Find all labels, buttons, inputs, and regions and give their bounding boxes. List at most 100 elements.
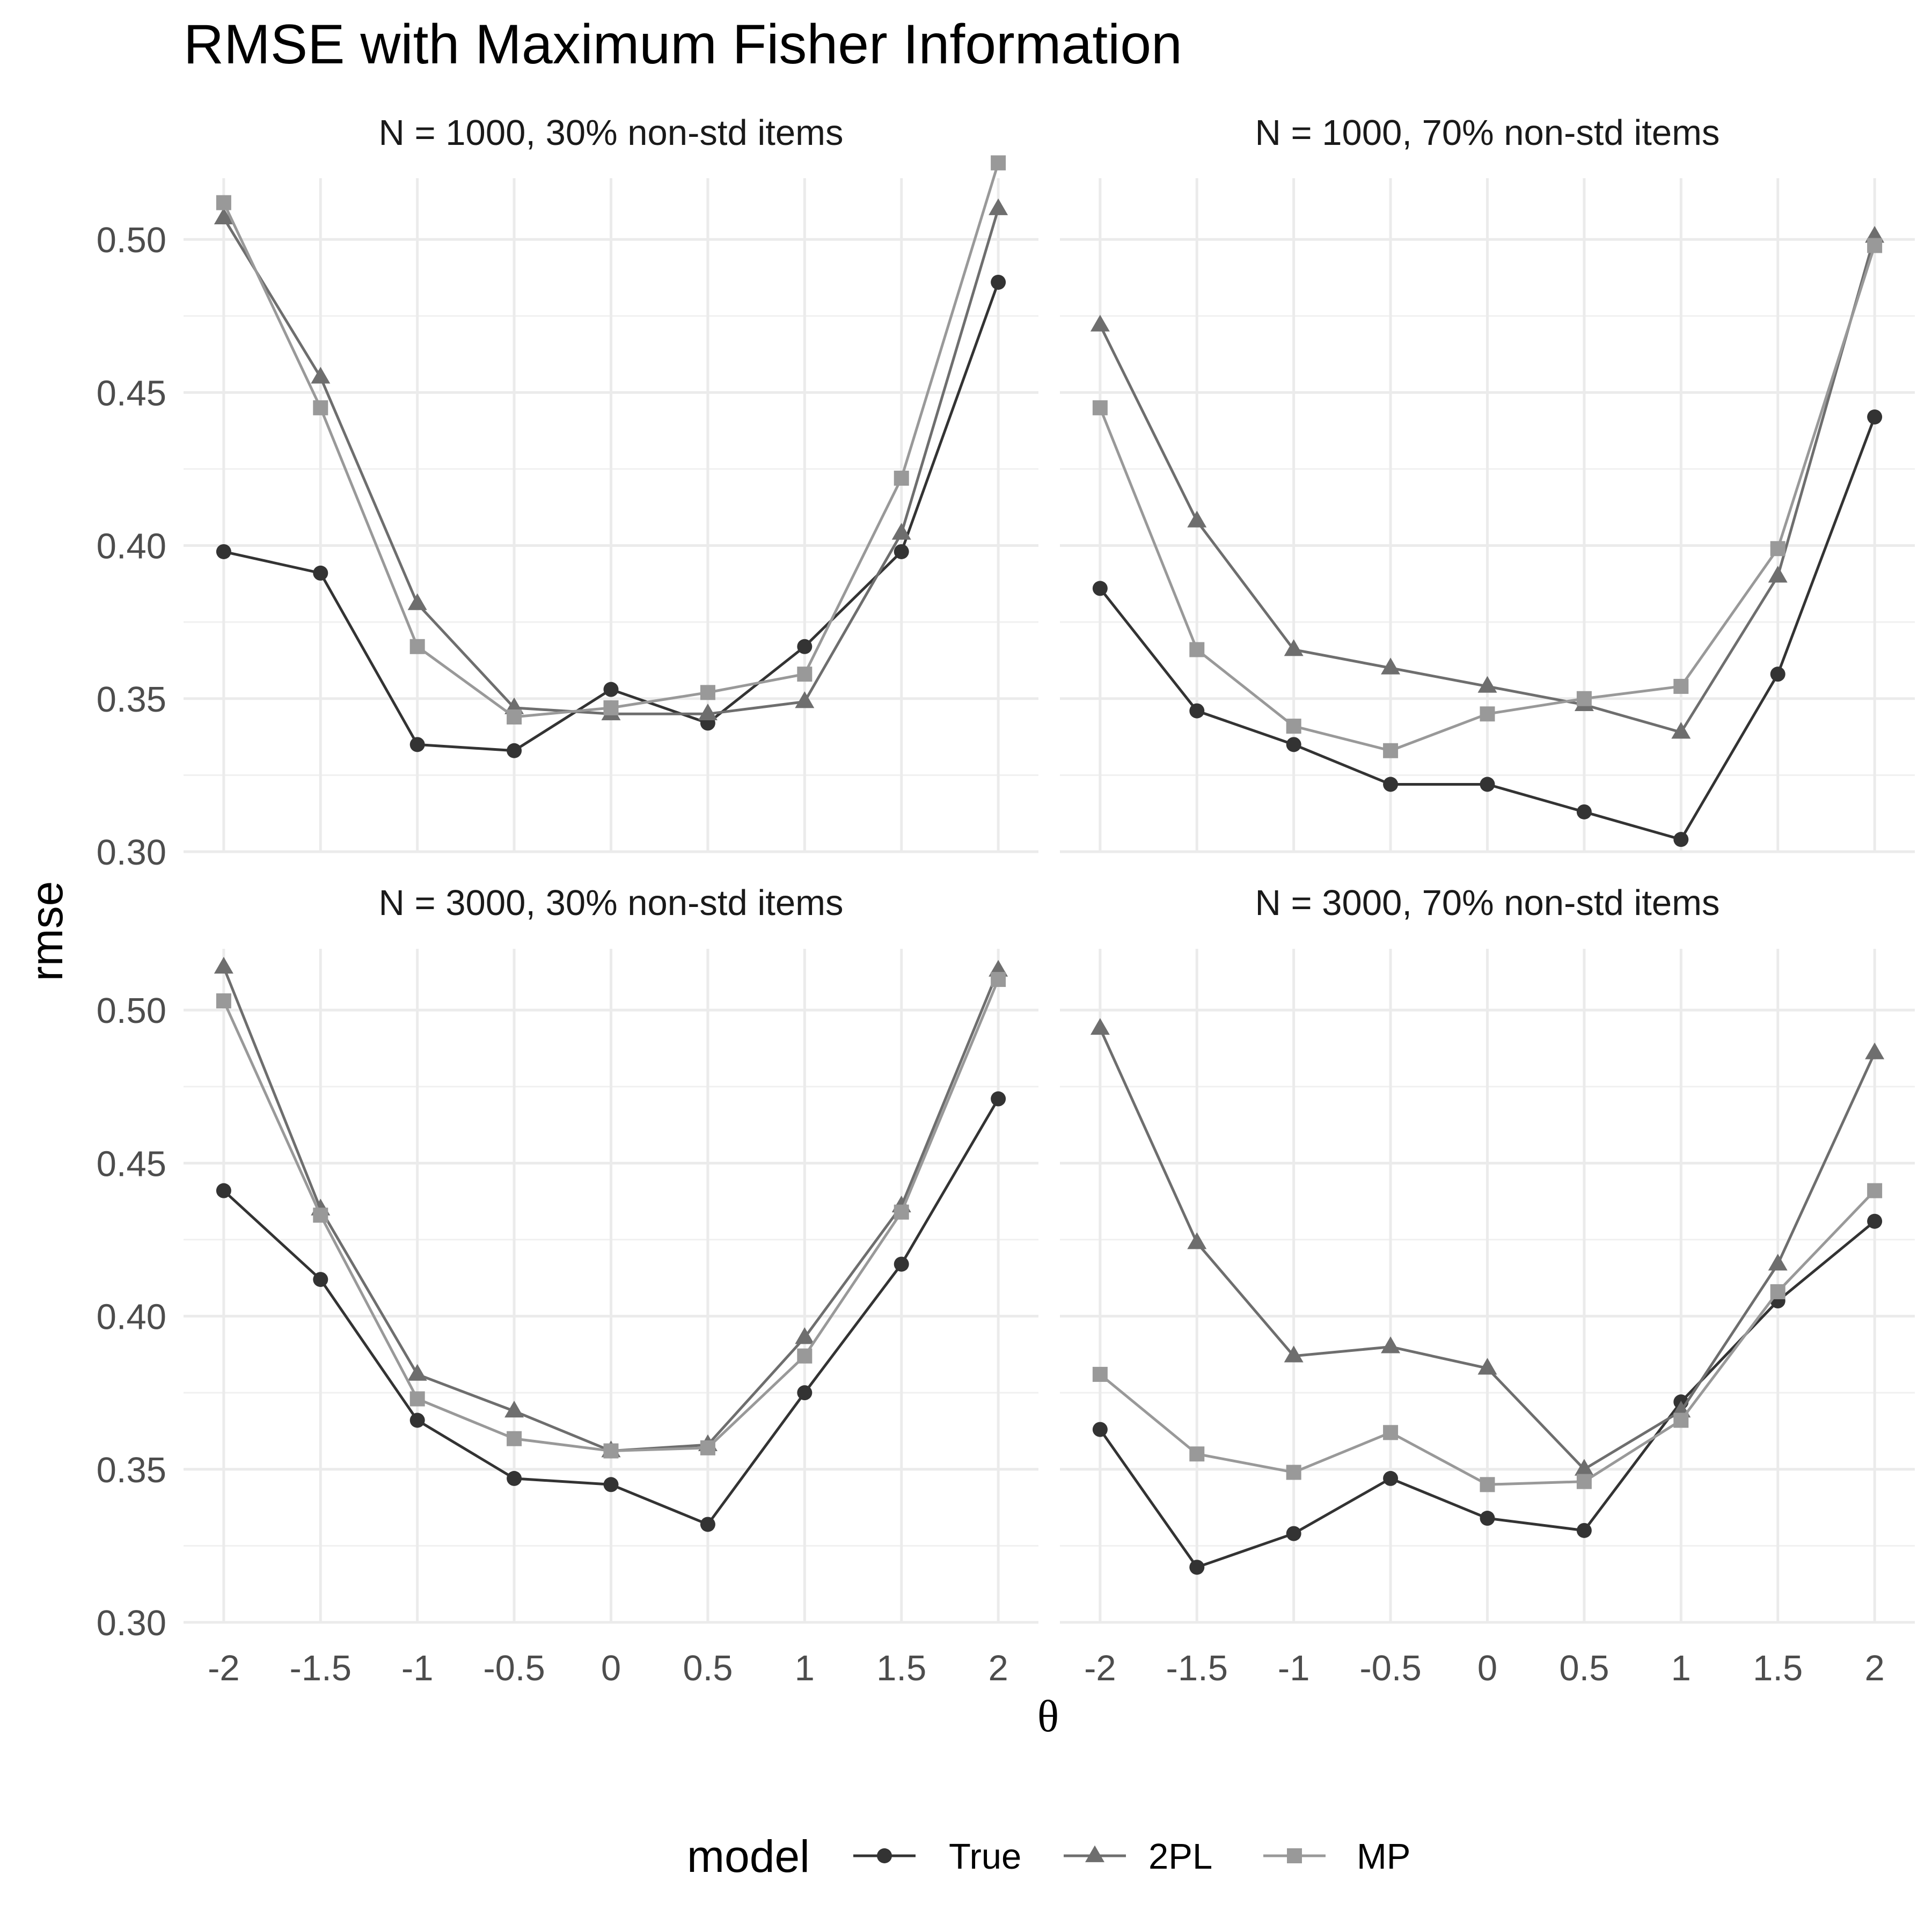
legend-label: 2PL — [1148, 1836, 1212, 1877]
data-point-true — [991, 274, 1006, 290]
data-point-true — [1480, 1511, 1495, 1526]
data-point-mp — [700, 1440, 715, 1455]
facet-panels: N = 1000, 30% non-std items 0.30 0.35 0.40 0… — [97, 113, 1915, 1688]
y-tick-label: 0.30 — [97, 832, 166, 873]
data-point-2pl — [698, 703, 718, 721]
data-point-true — [797, 1385, 813, 1401]
data-point-mp — [409, 1391, 425, 1407]
data-point-true — [216, 1183, 231, 1198]
data-point-2pl — [504, 1401, 524, 1418]
data-point-2pl — [1768, 1254, 1788, 1271]
data-point-mp — [1576, 691, 1592, 706]
y-tick-label: 0.40 — [97, 526, 166, 567]
data-point-true — [1770, 667, 1785, 682]
x-tick-label: 0.5 — [683, 1648, 733, 1688]
data-point-true — [603, 682, 619, 697]
data-point-mp — [797, 667, 813, 682]
y-tick-label: 0.35 — [97, 1450, 166, 1490]
data-point-mp — [700, 685, 715, 700]
panel-3: N = 3000, 30% non-std items 0.30 0.35 0.40 0… — [97, 883, 1038, 1688]
panel-strip-label: N = 1000, 70% non-std items — [1255, 113, 1720, 153]
y-tick-label: 0.45 — [97, 373, 166, 413]
x-tick-label: -0.5 — [483, 1648, 545, 1688]
x-tick-label: 2 — [988, 1648, 1008, 1688]
x-tick-label: -2 — [208, 1648, 240, 1688]
data-point-2pl — [1187, 1232, 1207, 1249]
data-point-true — [1867, 409, 1883, 425]
y-tick-label: 0.50 — [97, 991, 166, 1031]
data-point-2pl — [1671, 722, 1691, 739]
data-point-mp — [797, 1348, 813, 1364]
x-tick-label: -1 — [401, 1648, 434, 1688]
data-point-2pl — [989, 198, 1008, 215]
x-tick-label: 1.5 — [1753, 1648, 1803, 1688]
data-point-true — [894, 1256, 909, 1272]
data-point-true — [216, 544, 231, 559]
y-tick-label: 0.45 — [97, 1144, 166, 1184]
data-point-mp — [1092, 400, 1108, 415]
x-tick-label: 1.5 — [876, 1648, 926, 1688]
data-point-true — [313, 565, 328, 581]
data-point-2pl — [214, 207, 233, 225]
data-point-2pl — [1187, 510, 1207, 528]
legend-key-marker — [1287, 1848, 1302, 1863]
data-point-true — [409, 737, 425, 752]
x-tick-label: -1.5 — [290, 1648, 352, 1688]
data-point-true — [1286, 1526, 1301, 1541]
data-point-mp — [1383, 1425, 1399, 1440]
data-point-true — [313, 1272, 328, 1287]
series-mp — [1092, 238, 1883, 758]
y-tick-label: 0.50 — [97, 220, 166, 260]
panel-2: N = 1000, 70% non-std items — [1060, 113, 1915, 853]
y-tick-label: 0.35 — [97, 679, 166, 720]
series-true — [216, 1091, 1006, 1532]
data-point-mp — [1673, 678, 1689, 694]
data-point-mp — [1867, 1183, 1883, 1198]
data-point-2pl — [1381, 1336, 1401, 1353]
data-point-true — [507, 743, 522, 758]
series-mp — [216, 972, 1006, 1459]
data-point-2pl — [407, 593, 427, 610]
data-point-true — [1092, 581, 1108, 596]
legend-title: model — [687, 1831, 810, 1882]
data-point-mp — [409, 639, 425, 654]
data-point-mp — [603, 700, 619, 715]
data-point-2pl — [795, 1327, 815, 1344]
legend-key-marker — [1085, 1845, 1104, 1862]
x-tick-label: 0 — [601, 1648, 621, 1688]
data-point-mp — [1189, 1446, 1205, 1462]
x-tick-label: -1 — [1278, 1648, 1310, 1688]
data-point-2pl — [1090, 314, 1110, 332]
data-point-mp — [991, 972, 1006, 987]
x-tick-label: 1 — [1671, 1648, 1691, 1688]
data-point-mp — [507, 1431, 522, 1446]
y-axis-title: rmse — [21, 881, 72, 982]
y-tick-label: 0.40 — [97, 1297, 166, 1337]
x-tick-label: -0.5 — [1359, 1648, 1421, 1688]
data-point-mp — [1189, 642, 1205, 657]
data-point-2pl — [1090, 1018, 1110, 1035]
legend-label: MP — [1357, 1836, 1411, 1877]
x-tick-label: -1.5 — [1166, 1648, 1228, 1688]
data-point-mp — [507, 709, 522, 724]
series-true — [1092, 409, 1883, 847]
data-point-2pl — [1381, 657, 1401, 675]
data-point-mp — [1383, 743, 1399, 758]
legend-label: True — [949, 1836, 1021, 1877]
data-point-true — [1673, 832, 1689, 847]
data-point-mp — [216, 993, 231, 1008]
x-tick-label: 1 — [795, 1648, 815, 1688]
x-tick-label: -2 — [1084, 1648, 1116, 1688]
chart-title: RMSE with Maximum Fisher Information — [184, 13, 1182, 76]
panel-strip-label: N = 3000, 70% non-std items — [1255, 883, 1720, 923]
data-point-true — [700, 1517, 715, 1532]
data-point-true — [1867, 1213, 1883, 1229]
data-point-mp — [603, 1443, 619, 1459]
data-point-mp — [1092, 1366, 1108, 1382]
legend-item-true: True — [853, 1836, 1021, 1877]
legend-item-mp: MP — [1263, 1836, 1411, 1877]
data-point-2pl — [1477, 676, 1497, 693]
data-point-true — [507, 1470, 522, 1486]
